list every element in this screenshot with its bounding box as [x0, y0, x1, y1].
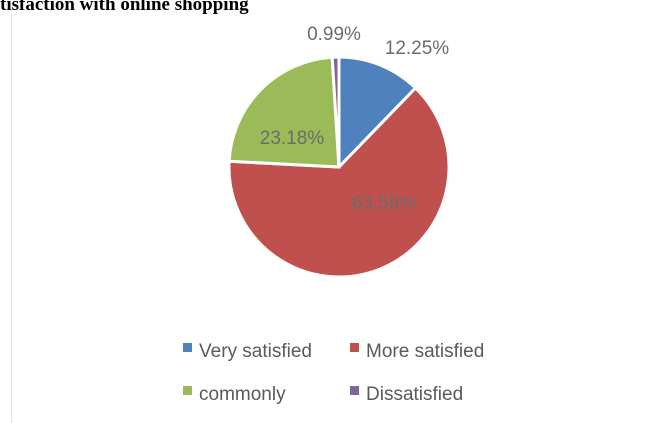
- pie-slices: [227, 55, 451, 279]
- data-label-commonly: 23.18%: [260, 128, 325, 149]
- pie-slice-very-satisfied: [337, 55, 418, 171]
- legend-item-very-satisfied: Very satisfied: [183, 341, 312, 362]
- pie-slice-commonly: [227, 55, 341, 169]
- data-label-more-satisfied: 63.58%: [352, 193, 417, 214]
- legend-item-commonly: commonly: [183, 384, 286, 405]
- legend-label-more-satisfied: More satisfied: [366, 341, 484, 362]
- legend-item-more-satisfied: More satisfied: [350, 341, 484, 362]
- legend-label-commonly: commonly: [199, 384, 286, 405]
- chart-frame-border: [11, 14, 12, 423]
- pie-data-labels: 12.25% 63.58% 23.18% 0.99%: [260, 24, 450, 214]
- legend-label-very-satisfied: Very satisfied: [199, 341, 312, 362]
- legend-swatch-more-satisfied: [350, 343, 359, 352]
- legend-label-dissatisfied: Dissatisfied: [366, 384, 463, 405]
- chart-title: tisfaction with online shopping: [0, 0, 249, 15]
- pie-slice-dissatisfied: [330, 55, 341, 168]
- legend-swatch-dissatisfied: [350, 386, 359, 395]
- legend-swatch-very-satisfied: [183, 343, 192, 352]
- pie-slice-more-satisfied: [227, 85, 451, 279]
- data-label-dissatisfied: 0.99%: [307, 24, 361, 45]
- chart-legend: Very satisfied More satisfied commonly Diss…: [183, 341, 484, 405]
- legend-item-dissatisfied: Dissatisfied: [350, 384, 463, 405]
- legend-swatch-commonly: [183, 386, 192, 395]
- data-label-very-satisfied: 12.25%: [385, 38, 450, 59]
